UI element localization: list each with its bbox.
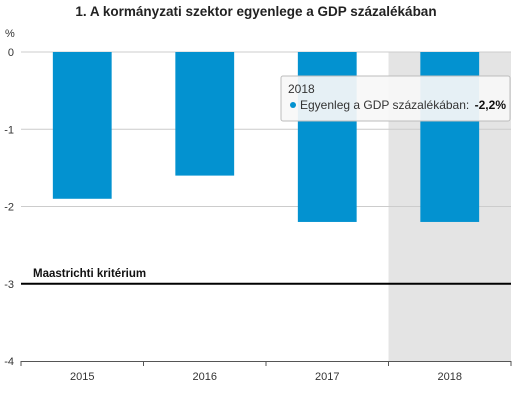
tooltip-series-marker [290, 102, 296, 108]
y-tick-label: 0 [8, 47, 14, 59]
x-tick-label: 2015 [70, 371, 94, 383]
tooltip-category: 2018 [288, 82, 315, 96]
bar [175, 52, 235, 176]
tooltip-series-label: Egyenleg a GDP százalékában: [300, 98, 469, 112]
y-tick-label: -2 [4, 202, 14, 214]
bar [52, 52, 112, 199]
y-tick-label: -3 [4, 279, 14, 291]
chart-tooltip: 2018 Egyenleg a GDP százalékában: -2,2% [280, 75, 511, 122]
reference-line-label: Maastrichti kritérium [33, 268, 146, 280]
x-tick-label: 2017 [315, 371, 339, 383]
tooltip-value: -2,2% [475, 98, 507, 112]
x-tick-label: 2018 [438, 371, 462, 383]
tooltip-box [280, 75, 511, 122]
x-tick-label: 2016 [193, 371, 217, 383]
y-tick-label: -1 [4, 124, 14, 136]
y-tick-label: -4 [4, 356, 14, 368]
y-axis-unit: % [5, 28, 15, 40]
chart-title: 1. A kormányzati szektor egyenlege a GDP… [75, 4, 436, 19]
